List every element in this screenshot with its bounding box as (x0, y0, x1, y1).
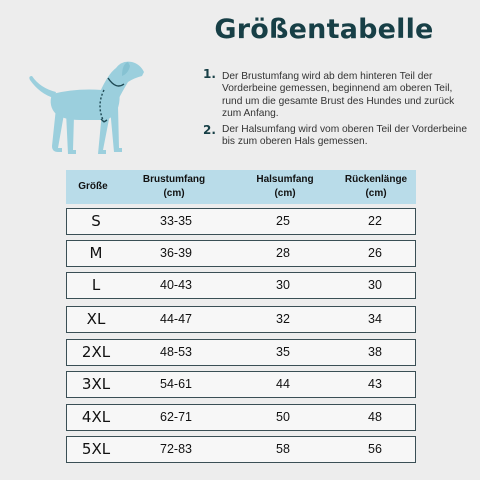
cell-neck: 25 (276, 214, 290, 228)
header-neck: Halsumfang (cm) (256, 174, 314, 199)
instruction-text: Der Halsumfang wird vom oberen Teil der … (222, 123, 468, 148)
cell-neck: 50 (276, 410, 290, 424)
page-title: Größentabelle (214, 14, 434, 45)
cell-chest: 72-83 (160, 442, 192, 456)
instruction-number: 2. (203, 122, 216, 137)
header-size: Größe (78, 181, 108, 192)
cell-chest: 40-43 (160, 278, 192, 292)
instruction-text: Der Brustumfang wird ab dem hinteren Tei… (222, 71, 455, 120)
cell-size: 4XL (81, 408, 111, 426)
cell-chest: 62-71 (160, 410, 192, 424)
measurement-lines (99, 77, 125, 123)
instruction-item: 2. Der Halsumfang wird vom oberen Teil d… (203, 122, 475, 149)
table-row: M 36-39 28 26 (66, 240, 416, 267)
cell-neck: 44 (276, 377, 290, 391)
table-row: XL 44-47 32 34 (66, 306, 416, 333)
cell-chest: 33-35 (160, 214, 192, 228)
cell-neck: 32 (276, 312, 290, 326)
cell-size: 5XL (81, 440, 111, 458)
cell-back-length: 26 (368, 246, 382, 260)
measurement-instructions: 1. Der Brustumfang wird ab dem hinteren … (203, 68, 475, 148)
cell-back-length: 43 (368, 377, 382, 391)
cell-back-length: 38 (368, 345, 382, 359)
cell-size: L (91, 276, 101, 294)
cell-size: M (89, 244, 103, 262)
cell-size: XL (86, 310, 106, 328)
cell-back-length: 30 (368, 278, 382, 292)
table-row: 2XL 48-53 35 38 (66, 339, 416, 366)
cell-back-length: 48 (368, 410, 382, 424)
cell-back-length: 56 (368, 442, 382, 456)
cell-neck: 28 (276, 246, 290, 260)
cell-chest: 44-47 (160, 312, 192, 326)
dog-silhouette (29, 61, 144, 154)
table-row: 5XL 72-83 58 56 (66, 436, 416, 463)
header-chest: Brustumfang (cm) (142, 174, 206, 199)
cell-neck: 58 (276, 442, 290, 456)
table-row: 4XL 62-71 50 48 (66, 404, 416, 431)
cell-back-length: 22 (368, 214, 382, 228)
table-row: 3XL 54-61 44 43 (66, 371, 416, 398)
table-row: S 33-35 25 22 (66, 208, 416, 235)
table-row: L 40-43 30 30 (66, 272, 416, 299)
cell-neck: 30 (276, 278, 290, 292)
header-back-length: Rückenlänge (cm) (344, 174, 408, 199)
cell-neck: 35 (276, 345, 290, 359)
cell-back-length: 34 (368, 312, 382, 326)
cell-size: S (91, 212, 101, 230)
cell-size: 2XL (81, 343, 111, 361)
cell-chest: 36-39 (160, 246, 192, 260)
instruction-item: 1. Der Brustumfang wird ab dem hinteren … (203, 68, 475, 121)
instruction-number: 1. (203, 67, 216, 81)
dog-measurement-icon (29, 61, 144, 154)
cell-chest: 48-53 (160, 345, 192, 359)
cell-chest: 54-61 (160, 377, 192, 391)
cell-size: 3XL (81, 375, 111, 393)
size-table-header: Größe Brustumfang (cm) Halsumfang (cm) Rüc… (66, 170, 416, 204)
